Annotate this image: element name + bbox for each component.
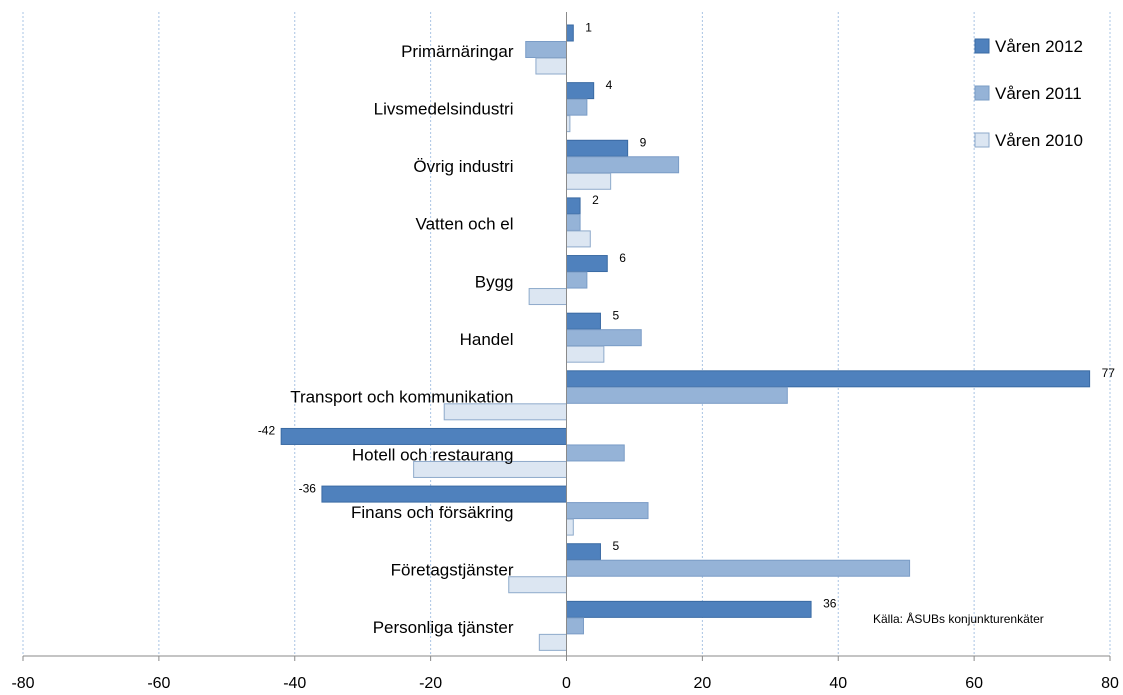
category-label: Hotell och restaurang bbox=[352, 445, 514, 464]
data-label: 5 bbox=[612, 308, 619, 322]
data-label: 4 bbox=[606, 78, 613, 92]
x-tick-label: 60 bbox=[965, 675, 983, 692]
grid-lines bbox=[22, 12, 1111, 656]
bar bbox=[566, 24, 574, 42]
bar bbox=[321, 485, 567, 503]
category-label: Finans och försäkring bbox=[351, 503, 514, 522]
bar bbox=[280, 427, 567, 445]
bar bbox=[566, 370, 1091, 388]
bar bbox=[525, 41, 567, 58]
category-label: Bygg bbox=[475, 272, 514, 291]
data-label: 2 bbox=[592, 193, 599, 207]
legend-swatch bbox=[974, 85, 990, 101]
category-label: Övrig industri bbox=[413, 157, 513, 176]
bar bbox=[535, 57, 567, 75]
data-label: -42 bbox=[258, 424, 276, 438]
category-label: Företagstjänster bbox=[391, 561, 514, 580]
x-tick-label: 20 bbox=[693, 675, 711, 692]
legend-label: Våren 2012 bbox=[995, 37, 1083, 56]
legend-swatch bbox=[974, 38, 990, 54]
legend-swatch bbox=[974, 132, 990, 148]
bar bbox=[566, 172, 612, 190]
bar bbox=[566, 115, 571, 133]
bar bbox=[566, 82, 595, 100]
bar bbox=[528, 288, 568, 306]
bars bbox=[280, 24, 1091, 651]
category-label: Primärnäringar bbox=[401, 42, 514, 61]
bar bbox=[566, 518, 574, 536]
legend: Våren 2012 Våren 2011 Våren 2010 bbox=[974, 37, 1083, 150]
category-label: Transport och kommunikation bbox=[290, 388, 513, 407]
bar bbox=[566, 502, 649, 520]
data-label: 36 bbox=[823, 597, 837, 611]
bar bbox=[566, 156, 680, 174]
bar bbox=[566, 98, 588, 116]
bar bbox=[566, 213, 581, 231]
bar bbox=[566, 329, 642, 347]
data-label: 6 bbox=[619, 251, 626, 265]
data-label: -36 bbox=[299, 481, 317, 495]
bar bbox=[508, 576, 567, 594]
x-tick-label: 0 bbox=[562, 675, 571, 692]
source-note: Källa: ÅSUBs konjunkturenkäter bbox=[873, 611, 1044, 626]
data-labels: 1 4 9 2 6 5 77 -42 -36 5 36 bbox=[258, 20, 1115, 610]
bar bbox=[566, 255, 608, 273]
x-tick-label: -60 bbox=[147, 675, 170, 692]
bar bbox=[566, 559, 911, 577]
category-labels: Primärnäringar Livsmedelsindustri Övrig in… bbox=[290, 42, 514, 637]
category-label: Livsmedelsindustri bbox=[374, 99, 514, 118]
legend-label: Våren 2010 bbox=[995, 131, 1083, 150]
bar bbox=[566, 197, 581, 215]
bar bbox=[566, 312, 601, 330]
data-label: 5 bbox=[612, 539, 619, 553]
bar bbox=[566, 617, 584, 635]
bar bbox=[566, 230, 591, 248]
data-label: 77 bbox=[1102, 366, 1116, 380]
bar bbox=[566, 271, 588, 289]
x-tick-label: 40 bbox=[829, 675, 847, 692]
category-label: Vatten och el bbox=[416, 215, 514, 234]
category-label: Handel bbox=[460, 330, 514, 349]
bar bbox=[566, 386, 788, 404]
bar bbox=[566, 543, 601, 561]
bar bbox=[566, 139, 629, 157]
bar bbox=[566, 600, 812, 618]
data-label: 1 bbox=[585, 20, 592, 34]
legend-label: Våren 2011 bbox=[995, 84, 1082, 103]
bar bbox=[538, 633, 568, 651]
x-axis: -80 -60 -40 -20 0 20 40 60 80 bbox=[11, 12, 1119, 692]
bar bbox=[566, 444, 625, 462]
data-label: 9 bbox=[640, 136, 647, 150]
category-label: Personliga tjänster bbox=[373, 618, 514, 637]
x-tick-label: -40 bbox=[283, 675, 306, 692]
x-tick-label: -80 bbox=[11, 675, 34, 692]
x-tick-label: -20 bbox=[419, 675, 442, 692]
x-tick-label: 80 bbox=[1101, 675, 1119, 692]
bar bbox=[566, 345, 605, 363]
